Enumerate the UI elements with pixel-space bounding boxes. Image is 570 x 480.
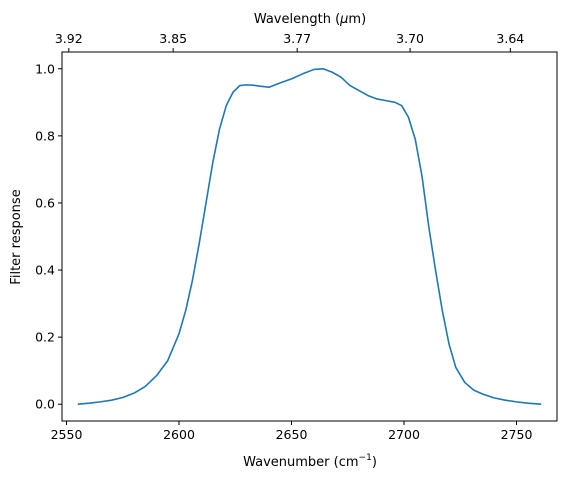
y-tick-label: 0.8 (35, 128, 55, 143)
top-tick-label: 3.77 (283, 31, 311, 46)
bottom-axis-ticks: 2550 2600 2650 2700 2750 (51, 421, 533, 442)
y-tick-label: 0.2 (35, 330, 55, 345)
top-tick-label: 3.64 (496, 31, 524, 46)
y-tick-label: 0.0 (35, 397, 55, 412)
y-tick-label: 0.4 (35, 263, 55, 278)
x-axis-label-exponent: −1 (359, 453, 372, 463)
top-axis-label-mu: μ (339, 12, 348, 27)
series-line-0 (77, 67, 542, 406)
x-tick-label: 2750 (501, 427, 533, 442)
top-tick-label: 3.85 (159, 31, 187, 46)
top-tick-label: 3.92 (55, 31, 83, 46)
top-tick-label: 3.70 (396, 31, 424, 46)
top-axis-label: Wavelength (μm) (254, 12, 366, 27)
x-axis-label: Wavenumber (cm−1) (243, 453, 377, 470)
x-tick-label: 2650 (276, 427, 308, 442)
x-tick-label: 2700 (388, 427, 420, 442)
x-axis-label-end: ) (372, 455, 377, 470)
y-tick-label: 1.0 (35, 61, 55, 76)
plot-area (61, 51, 558, 422)
y-axis-label: Filter response (9, 189, 24, 284)
left-axis-ticks: 0.0 0.2 0.4 0.6 0.8 1.0 (35, 61, 62, 412)
y-tick-label: 0.6 (35, 195, 55, 210)
top-axis-ticks: 3.92 3.85 3.77 3.70 3.64 (55, 31, 524, 52)
plot-frame (61, 51, 558, 422)
top-axis-label-end: m) (348, 12, 366, 27)
series-layer (77, 67, 542, 406)
x-tick-label: 2600 (163, 427, 195, 442)
x-tick-label: 2550 (51, 427, 83, 442)
